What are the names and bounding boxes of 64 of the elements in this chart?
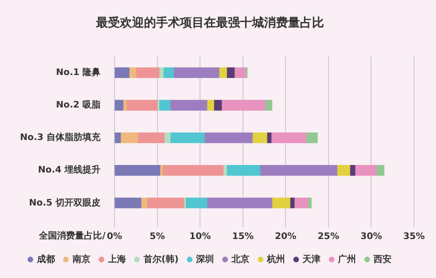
y-tick-label: No.2 吸脂	[56, 100, 101, 111]
bar	[218, 67, 227, 78]
x-tick-label: 10%	[189, 232, 211, 242]
bar	[146, 198, 184, 208]
bar	[376, 165, 384, 176]
bar	[185, 198, 208, 208]
bar	[354, 165, 377, 176]
bar	[114, 67, 130, 78]
bar	[160, 165, 163, 176]
bar	[336, 165, 350, 176]
bar	[213, 100, 222, 111]
bar	[120, 132, 138, 144]
legend-label: 西安	[372, 254, 392, 265]
bar	[162, 67, 174, 78]
x-axis-title: 全国消费量占比/	[38, 230, 106, 242]
legend-label: 广州	[337, 254, 356, 265]
x-tick-label: 30%	[360, 232, 382, 242]
bar	[234, 67, 246, 78]
bar	[221, 100, 266, 111]
x-tick-label: 35%	[403, 232, 425, 242]
bar	[136, 67, 160, 78]
y-tick-label: No.1 隆鼻	[56, 67, 101, 78]
x-tick-label: 5%	[150, 232, 165, 242]
bar	[114, 165, 160, 176]
x-tick-label: 25%	[318, 232, 340, 242]
legend-label: 首尔(韩)	[142, 254, 179, 265]
bar	[350, 165, 356, 176]
bar	[264, 100, 272, 111]
bar	[226, 165, 260, 176]
bar	[306, 132, 318, 144]
bar	[170, 132, 205, 144]
bar	[158, 100, 170, 111]
bar	[252, 132, 268, 144]
bar	[114, 132, 121, 144]
legend-label: 杭州	[266, 254, 286, 265]
legend-label: 南京	[71, 254, 90, 265]
y-tick-label: No.3 自体脂肪填充	[20, 132, 102, 144]
legend-label: 成都	[36, 254, 55, 265]
bar	[173, 67, 220, 78]
x-tick-label: 20%	[274, 232, 296, 242]
bar	[260, 165, 338, 176]
bar	[204, 132, 253, 144]
legend-label: 北京	[230, 254, 250, 265]
chart-title: 最受欢迎的手术项目在最强十城消费量占比	[95, 15, 324, 30]
bar	[266, 132, 272, 144]
x-tick-label: 0%	[106, 232, 122, 242]
y-tick-label: No.4 埋线提升	[38, 164, 101, 176]
bar	[128, 67, 136, 78]
bar	[162, 165, 224, 176]
bar	[272, 198, 290, 208]
legend-label: 天津	[302, 254, 321, 265]
bar	[206, 198, 272, 208]
bar	[140, 198, 148, 208]
y-tick-label: No.5 切开双眼皮	[29, 197, 101, 208]
bar	[170, 100, 208, 111]
legend-label: 上海	[106, 254, 126, 265]
bar	[137, 132, 164, 144]
bar	[114, 100, 124, 111]
bar	[114, 198, 142, 208]
x-tick-label: 15%	[232, 232, 254, 242]
bar	[270, 132, 307, 144]
legend-label: 深圳	[195, 254, 214, 265]
bar	[126, 100, 158, 111]
bar	[294, 198, 308, 208]
